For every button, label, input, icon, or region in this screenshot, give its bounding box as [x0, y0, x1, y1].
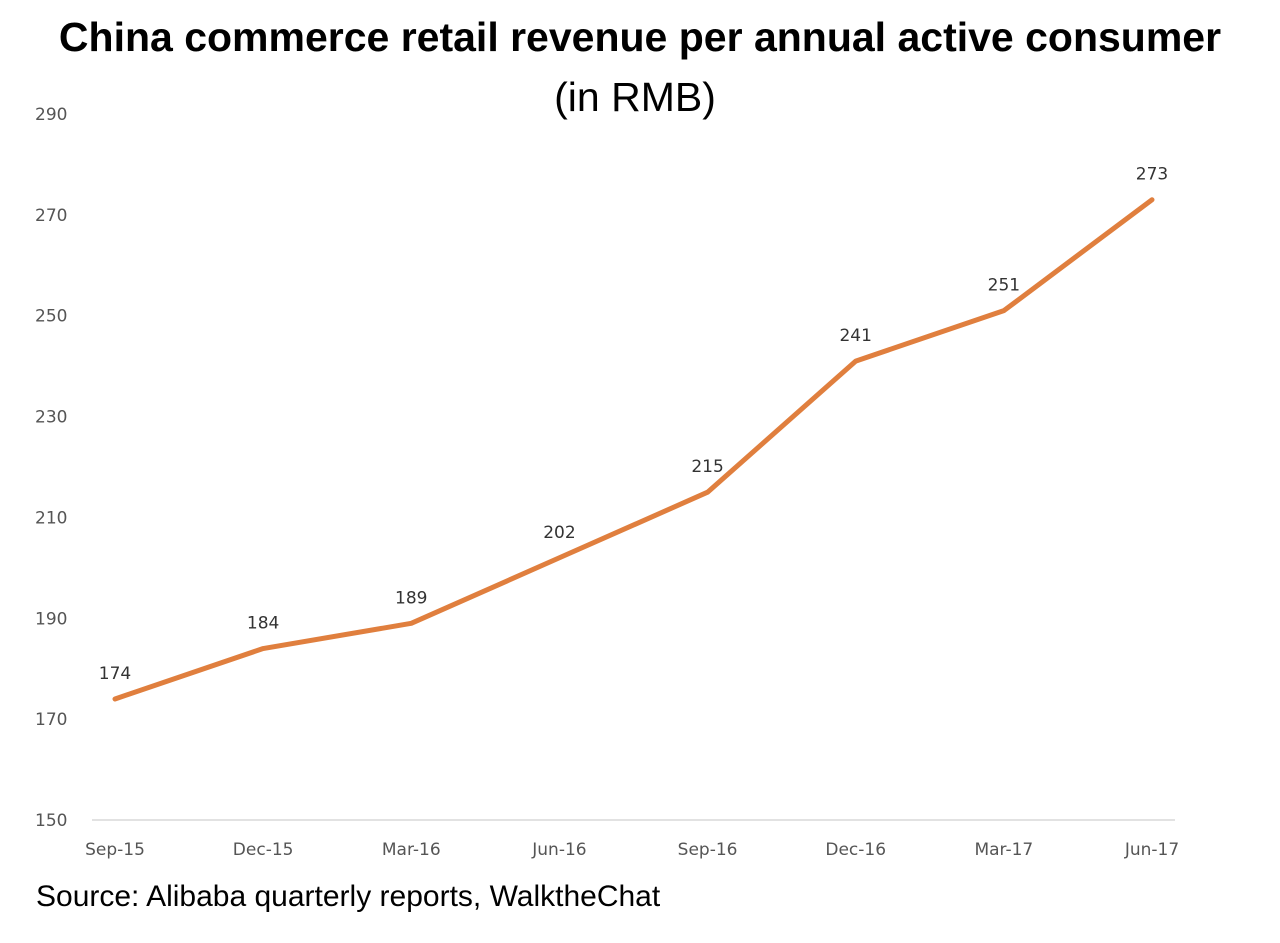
- data-label: 189: [395, 588, 427, 608]
- y-tick-label: 170: [35, 710, 67, 730]
- data-label: 251: [988, 276, 1020, 296]
- x-tick-label: Dec-15: [233, 840, 294, 860]
- y-tick-label: 230: [35, 408, 67, 428]
- y-axis: 150 170 190 210 230 250 270 290: [35, 105, 67, 831]
- series-group: [112, 197, 1155, 702]
- data-labels: 174 184 189 202 215 241 251 273: [99, 165, 1168, 684]
- y-tick-label: 270: [35, 206, 67, 226]
- x-tick-label: Mar-17: [974, 840, 1033, 860]
- x-tick-label: Dec-16: [825, 840, 886, 860]
- x-axis: Sep-15 Dec-15 Mar-16 Jun-16 Sep-16 Dec-16 Mar-…: [85, 840, 1179, 860]
- data-label: 215: [691, 457, 723, 477]
- y-tick-label: 210: [35, 508, 67, 528]
- y-tick-label: 290: [35, 105, 67, 125]
- data-label: 174: [99, 664, 131, 684]
- x-tick-label: Jun-17: [1124, 840, 1179, 860]
- x-tick-label: Jun-16: [531, 840, 586, 860]
- source-note: Source: Alibaba quarterly reports, Walkt…: [36, 880, 661, 913]
- data-label: 241: [839, 326, 871, 346]
- data-label: 202: [543, 523, 575, 543]
- x-tick-label: Mar-16: [382, 840, 441, 860]
- data-label: 273: [1136, 165, 1168, 185]
- data-label: 184: [247, 614, 279, 634]
- x-tick-label: Sep-15: [85, 840, 145, 860]
- x-tick-label: Sep-16: [678, 840, 738, 860]
- y-tick-label: 150: [35, 811, 67, 831]
- y-tick-label: 250: [35, 307, 67, 327]
- series-line: [112, 197, 1155, 702]
- chart-subtitle: (in RMB): [554, 74, 716, 120]
- y-tick-label: 190: [35, 609, 67, 629]
- chart-title: China commerce retail revenue per annual…: [58, 14, 1222, 60]
